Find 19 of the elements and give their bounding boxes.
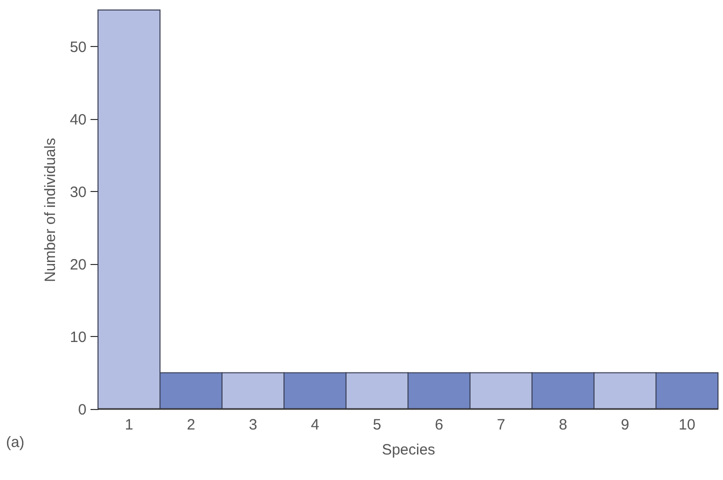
y-tick-label: 20	[70, 256, 86, 274]
y-tick-label: 10	[70, 328, 86, 346]
x-axis-title: Species	[382, 442, 436, 458]
x-tick-label: 10	[678, 416, 696, 434]
x-tick-label: 7	[496, 416, 506, 434]
x-tick-label: 6	[434, 416, 444, 434]
x-tick-label: 4	[310, 416, 320, 434]
x-tick-label: 3	[248, 416, 258, 434]
y-axis-title: Number of individuals	[42, 138, 59, 282]
y-tick-label: 50	[70, 38, 86, 56]
x-tick-label: 8	[558, 416, 568, 434]
y-tick-label: 40	[70, 111, 86, 128]
x-tick-label: 5	[372, 416, 382, 434]
x-tick-label: 9	[620, 416, 630, 434]
y-tick-label: 0	[78, 402, 86, 418]
x-tick-label: 2	[186, 416, 196, 434]
x-tick-label: 1	[124, 416, 134, 434]
y-tick-label: 30	[70, 184, 86, 201]
text: (a)	[6, 434, 24, 451]
